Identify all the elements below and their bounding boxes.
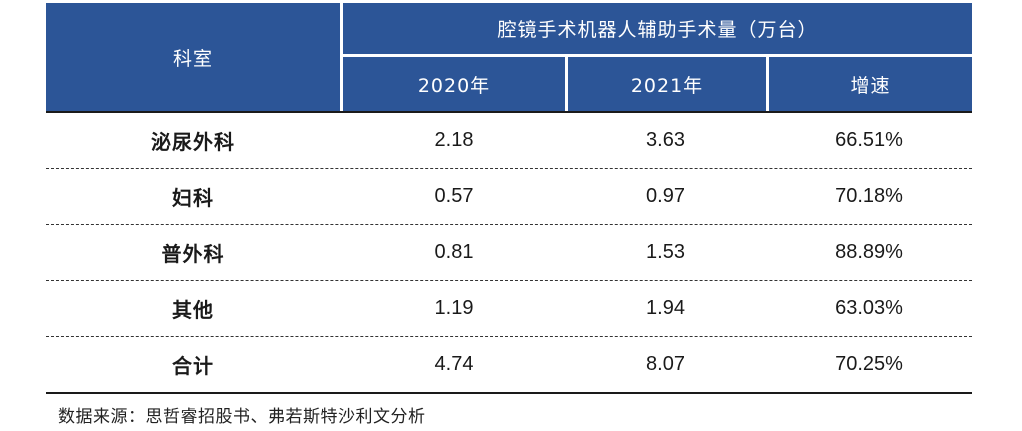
dept-cell: 合计 bbox=[172, 354, 214, 378]
value-2020-cell: 4.74 bbox=[434, 353, 474, 375]
table-header: 科室 腔镜手术机器人辅助手术量（万台） 2020年 2021年 增速 bbox=[46, 3, 972, 111]
table-row: 其他 1.19 1.94 63.03% bbox=[46, 280, 972, 336]
header-surgery-volume-group: 腔镜手术机器人辅助手术量（万台） bbox=[343, 3, 972, 54]
header-dept: 科室 bbox=[46, 3, 340, 111]
value-2020-cell: 0.57 bbox=[434, 185, 474, 207]
data-table: 科室 腔镜手术机器人辅助手术量（万台） 2020年 2021年 增速 泌尿外科 … bbox=[46, 3, 972, 394]
growth-cell: 63.03% bbox=[835, 297, 903, 319]
value-2021-cell: 1.53 bbox=[646, 241, 685, 263]
table-row: 妇科 0.57 0.97 70.18% bbox=[46, 168, 972, 224]
dept-cell: 泌尿外科 bbox=[151, 130, 235, 154]
growth-cell: 66.51% bbox=[835, 129, 903, 151]
source-note: 数据来源：思哲睿招股书、弗若斯特沙利文分析 bbox=[58, 407, 426, 427]
value-2020-cell: 1.19 bbox=[434, 297, 474, 319]
growth-cell: 88.89% bbox=[835, 241, 903, 263]
value-2021-cell: 1.94 bbox=[646, 297, 685, 319]
table-row: 普外科 0.81 1.53 88.89% bbox=[46, 224, 972, 280]
table-body: 泌尿外科 2.18 3.63 66.51% 妇科 0.57 0.97 70.18… bbox=[46, 111, 972, 394]
table-row: 泌尿外科 2.18 3.63 66.51% bbox=[46, 113, 972, 168]
value-2021-cell: 0.97 bbox=[646, 185, 685, 207]
growth-cell: 70.25% bbox=[835, 353, 903, 375]
value-2020-cell: 0.81 bbox=[434, 241, 474, 263]
growth-cell: 70.18% bbox=[835, 185, 903, 207]
dept-cell: 妇科 bbox=[172, 186, 214, 210]
dept-cell: 其他 bbox=[172, 298, 214, 322]
header-growth: 增速 bbox=[769, 57, 972, 111]
header-2020: 2020年 bbox=[343, 57, 565, 111]
value-2021-cell: 3.63 bbox=[646, 129, 685, 151]
header-2021: 2021年 bbox=[568, 57, 766, 111]
table-row-total: 合计 4.74 8.07 70.25% bbox=[46, 336, 972, 392]
dept-cell: 普外科 bbox=[161, 242, 225, 266]
value-2020-cell: 2.18 bbox=[434, 129, 474, 151]
value-2021-cell: 8.07 bbox=[646, 353, 685, 375]
